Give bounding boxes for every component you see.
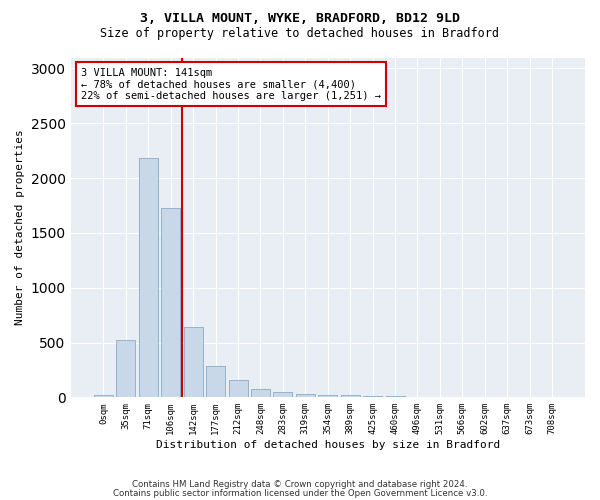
Bar xyxy=(274,392,292,398)
Text: Contains HM Land Registry data © Crown copyright and database right 2024.: Contains HM Land Registry data © Crown c… xyxy=(132,480,468,489)
Bar xyxy=(497,397,517,398)
Bar xyxy=(408,397,427,398)
X-axis label: Distribution of detached houses by size in Bradford: Distribution of detached houses by size … xyxy=(155,440,500,450)
Y-axis label: Number of detached properties: Number of detached properties xyxy=(15,130,25,326)
Bar xyxy=(386,396,404,398)
Text: 3, VILLA MOUNT, WYKE, BRADFORD, BD12 9LD: 3, VILLA MOUNT, WYKE, BRADFORD, BD12 9LD xyxy=(140,12,460,26)
Bar xyxy=(475,397,494,398)
Bar xyxy=(453,397,472,398)
Bar xyxy=(206,366,225,398)
Bar xyxy=(94,395,113,398)
Bar xyxy=(116,340,136,398)
Bar xyxy=(430,397,449,398)
Bar xyxy=(184,327,203,398)
Text: Contains public sector information licensed under the Open Government Licence v3: Contains public sector information licen… xyxy=(113,488,487,498)
Bar xyxy=(251,388,270,398)
Bar xyxy=(520,397,539,398)
Bar xyxy=(341,395,360,398)
Bar xyxy=(161,208,180,398)
Text: 3 VILLA MOUNT: 141sqm
← 78% of detached houses are smaller (4,400)
22% of semi-d: 3 VILLA MOUNT: 141sqm ← 78% of detached … xyxy=(81,68,381,101)
Text: Size of property relative to detached houses in Bradford: Size of property relative to detached ho… xyxy=(101,28,499,40)
Bar xyxy=(229,380,248,398)
Bar xyxy=(363,396,382,398)
Bar xyxy=(139,158,158,398)
Bar xyxy=(318,394,337,398)
Bar xyxy=(542,397,562,398)
Bar xyxy=(296,394,315,398)
